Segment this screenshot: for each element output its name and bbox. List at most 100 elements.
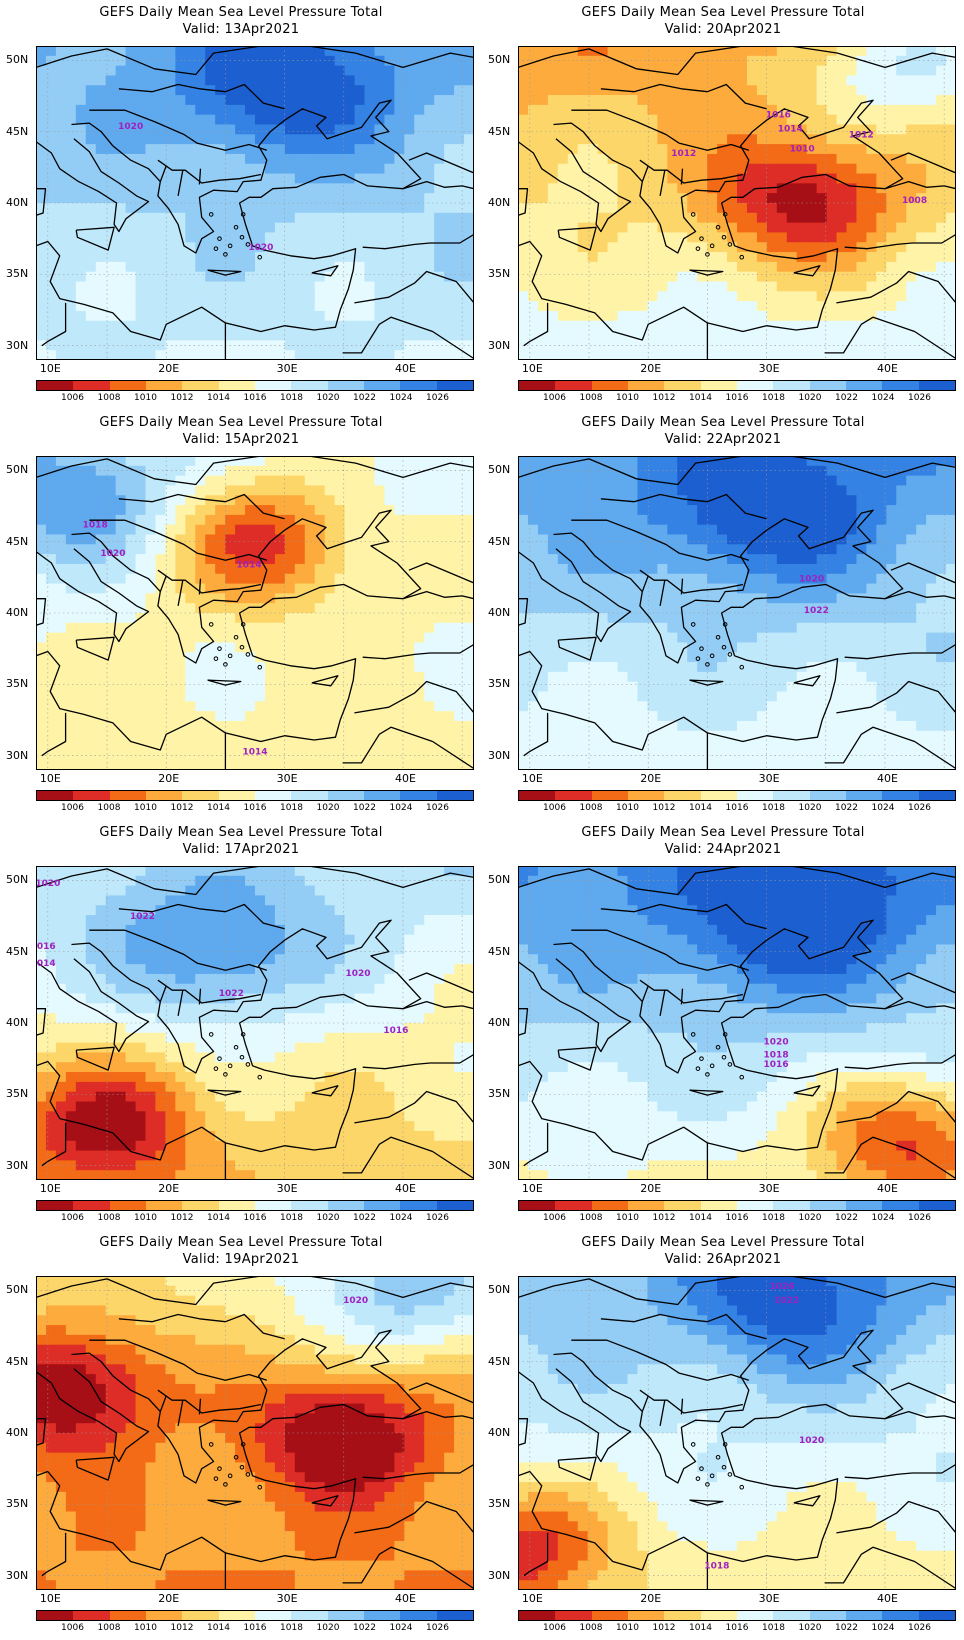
contour-label: 1014 <box>237 560 262 570</box>
colorbar-swatch <box>254 1611 292 1620</box>
colorbar-swatch <box>218 1201 255 1210</box>
colorbar-label: 1022 <box>835 1213 858 1223</box>
colorbar-swatch <box>882 791 919 800</box>
colorbar-label: 1022 <box>835 393 858 403</box>
lon-tick-label: 40E <box>876 1592 898 1605</box>
contour-label: 1020 <box>345 969 370 979</box>
coastlines <box>36 1276 474 1590</box>
panel-title: GEFS Daily Mean Sea Level Pressure Total <box>99 825 383 840</box>
colorbar-swatch <box>664 381 701 390</box>
colorbar-swatch <box>700 791 737 800</box>
panel-title: GEFS Daily Mean Sea Level Pressure Total <box>99 415 383 430</box>
colorbar-label: 1012 <box>170 1213 194 1223</box>
contour-label: 1026 <box>769 1282 794 1292</box>
lat-tick-label: 45N <box>6 534 29 548</box>
map-panel: GEFS Daily Mean Sea Level Pressure Total… <box>0 820 482 1230</box>
panel-valid-date: Valid: 17Apr2021 <box>182 842 300 857</box>
colorbar-swatch <box>182 381 219 390</box>
colorbar-swatch <box>591 1611 628 1620</box>
lon-tick-label: 10E <box>39 1592 61 1605</box>
lon-tick-label: 20E <box>640 1592 662 1605</box>
colorbar-swatch <box>145 791 183 800</box>
colorbar-label: 1008 <box>97 1623 121 1633</box>
colorbar-label: 1006 <box>543 393 566 403</box>
colorbar-swatch <box>37 381 74 390</box>
contour-label: 1014 <box>242 747 267 757</box>
panel-title: GEFS Daily Mean Sea Level Pressure Total <box>581 415 865 430</box>
colorbar-swatch <box>145 381 183 390</box>
lon-tick-label: 10E <box>39 772 61 785</box>
coastlines <box>518 456 956 770</box>
lat-tick-label: 40N <box>488 1426 511 1439</box>
colorbar-label: 1012 <box>170 803 194 813</box>
colorbar <box>518 1610 956 1621</box>
contour-label: 1012 <box>849 130 874 140</box>
contour-label: 1016 <box>383 1026 408 1036</box>
contour-label: 1022 <box>804 606 829 616</box>
contour-label: 1016 <box>766 110 791 120</box>
colorbar-label: 1018 <box>762 1213 785 1223</box>
pressure-map: 1026 1022 1020 1018 <box>518 1276 956 1590</box>
lat-tick-label: 50N <box>6 53 29 67</box>
colorbar-label: 1008 <box>579 1623 603 1633</box>
colorbar-label: 1024 <box>871 1213 895 1223</box>
panel-title: GEFS Daily Mean Sea Level Pressure Total <box>99 1235 383 1250</box>
pressure-field <box>36 1276 474 1590</box>
colorbar-label: 1016 <box>243 393 267 403</box>
colorbar-label: 1024 <box>389 393 413 403</box>
colorbar-swatch <box>363 1611 401 1620</box>
colorbar-label: 1018 <box>280 803 303 813</box>
panel-title: GEFS Daily Mean Sea Level Pressure Total <box>581 5 865 20</box>
lon-tick-label: 10E <box>521 1182 543 1195</box>
colorbar-swatch <box>700 1611 737 1620</box>
colorbar-swatch <box>627 381 665 390</box>
pressure-map: 1018 1020 1014 1014 <box>36 456 474 770</box>
colorbar-swatch <box>700 1201 737 1210</box>
colorbar-swatch <box>918 1611 955 1620</box>
lon-tick-label: 20E <box>158 1592 180 1605</box>
lat-tick-label: 50N <box>6 463 29 477</box>
contour-label: 1014 <box>36 959 56 969</box>
colorbar-swatch <box>436 791 473 800</box>
lon-tick-label: 30E <box>276 362 298 375</box>
lon-tick-label: 20E <box>640 362 662 375</box>
colorbar-swatch <box>400 1201 437 1210</box>
colorbar-label: 1016 <box>243 803 267 813</box>
colorbar-swatch <box>809 1611 846 1620</box>
colorbar-swatch <box>773 1611 810 1620</box>
map-frame <box>36 46 474 360</box>
gridlines <box>36 46 474 360</box>
colorbar-label: 1012 <box>170 1623 194 1633</box>
lon-tick-label: 40E <box>394 772 416 785</box>
lat-tick-label: 45N <box>6 124 29 138</box>
colorbar-label: 1020 <box>798 1623 822 1633</box>
colorbar-swatch <box>736 1201 774 1210</box>
map-panel: GEFS Daily Mean Sea Level Pressure Total… <box>0 1230 482 1640</box>
coastlines <box>518 866 956 1180</box>
colorbar <box>36 1610 474 1621</box>
colorbar-swatch <box>809 381 846 390</box>
contour-label: 1020 <box>36 879 60 889</box>
contour-label: 1020 <box>118 122 143 132</box>
colorbar-label: 1006 <box>61 803 84 813</box>
colorbar-swatch <box>327 1201 364 1210</box>
contour-label: 1018 <box>704 1562 729 1572</box>
colorbar-label: 1008 <box>579 1213 603 1223</box>
lat-tick-label: 40N <box>6 606 29 619</box>
contour-label: 1020 <box>248 243 273 253</box>
colorbar-label: 1024 <box>389 1213 413 1223</box>
colorbar-swatch <box>291 1611 328 1620</box>
colorbar-label: 1022 <box>835 803 858 813</box>
colorbar <box>518 380 956 391</box>
colorbar-swatch <box>254 791 292 800</box>
colorbar-swatch <box>182 791 219 800</box>
lat-tick-label: 45N <box>488 124 511 138</box>
contour-label: 1018 <box>83 520 108 530</box>
colorbar-swatch <box>218 381 255 390</box>
panel-valid-date: Valid: 24Apr2021 <box>664 842 782 857</box>
lon-tick-label: 30E <box>276 1592 298 1605</box>
coastlines <box>518 46 956 360</box>
colorbar-label: 1016 <box>725 1213 749 1223</box>
lat-tick-label: 45N <box>488 1354 511 1368</box>
colorbar-swatch <box>37 1201 74 1210</box>
